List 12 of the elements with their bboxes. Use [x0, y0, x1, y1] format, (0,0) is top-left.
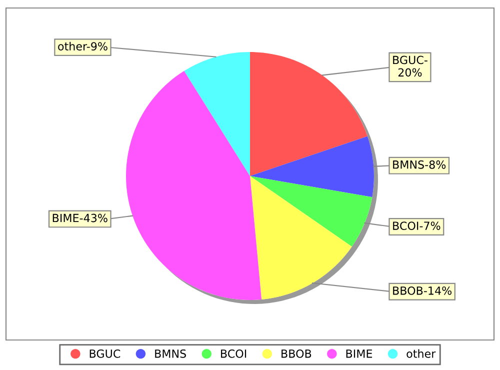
data-label: other-9%: [58, 42, 108, 51]
legend-label: BCOI: [221, 349, 246, 358]
legend-label: BBOB: [282, 349, 312, 358]
legend-label: other: [406, 349, 436, 358]
data-label: BGUC- 20%: [393, 56, 428, 77]
data-label: BCOI-7%: [393, 222, 440, 230]
legend-label: BMNS: [155, 349, 186, 358]
data-label: BBOB-14%: [393, 286, 452, 295]
data-label: BMNS-8%: [393, 160, 446, 169]
data-label: BIME-43%: [52, 214, 108, 222]
legend-label: BIME: [346, 350, 372, 358]
legend-label: BGUC: [90, 349, 120, 358]
